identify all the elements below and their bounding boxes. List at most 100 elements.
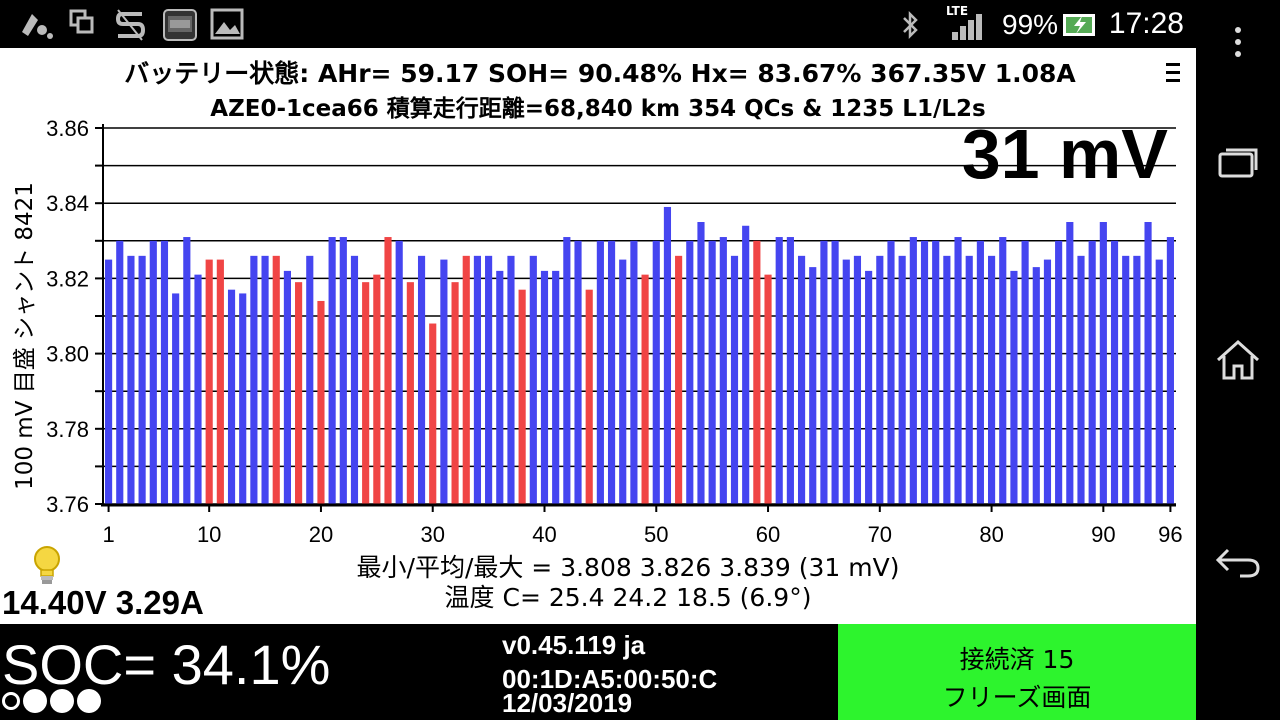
- cell-bar: [820, 240, 828, 505]
- cell-bar: [429, 323, 437, 504]
- cell-bar: [283, 270, 291, 504]
- cell-bar: [328, 237, 336, 505]
- temperature-stats: 温度 C= 25.4 24.2 18.5 (6.9°): [444, 583, 812, 612]
- y-tick-label: 3.82: [46, 266, 89, 291]
- cell-bar: [954, 237, 962, 505]
- scrollbar-app-icon: [115, 9, 146, 41]
- chart-title: 31 mV: [962, 115, 1169, 193]
- cell-bar: [574, 240, 582, 505]
- y-tick-label: 3.80: [46, 342, 89, 367]
- cell-bar: [797, 255, 806, 504]
- cell-bar: [350, 255, 359, 504]
- cell-bar: [116, 240, 124, 505]
- cell-bar: [1021, 240, 1029, 505]
- overflow-menu-icon[interactable]: [1164, 60, 1184, 84]
- back-icon[interactable]: [1210, 532, 1266, 588]
- cell-bar: [295, 282, 303, 504]
- voltage-stats: 最小/平均/最大 = 3.808 3.826 3.839 (31 mV): [356, 553, 900, 582]
- cell-bar: [272, 255, 280, 504]
- cell-bar: [1043, 259, 1052, 504]
- cell-bar: [831, 240, 839, 505]
- clock: 17:28: [1108, 7, 1184, 40]
- cell-bar: [518, 289, 526, 504]
- cell-bar: [663, 206, 672, 504]
- soc-dot: [77, 689, 101, 713]
- cell-bar: [909, 237, 917, 505]
- cell-bar: [339, 237, 347, 505]
- cell-bar: [965, 255, 973, 504]
- cell-bar: [697, 222, 705, 504]
- y-tick-labels: 3.86 3.84 3.82 3.80 3.78 3.76: [46, 116, 89, 517]
- cell-bar: [742, 225, 750, 504]
- cell-bar: [786, 237, 794, 505]
- cell-bar: [529, 255, 537, 504]
- navigation-bar: [1196, 0, 1280, 720]
- recent-apps-icon[interactable]: [1210, 136, 1266, 192]
- battery-status-line: バッテリー状態: AHr= 59.17 SOH= 90.48% Hx= 83.6…: [124, 59, 1076, 88]
- cell-bar: [172, 293, 180, 504]
- x-tick-label: 10: [197, 522, 221, 547]
- cell-bar: [417, 255, 426, 504]
- y-tick-label: 3.84: [46, 191, 89, 216]
- freeze-screen-label: フリーズ画面: [942, 683, 1092, 712]
- battery-charging-icon: [1063, 14, 1095, 36]
- cell-bar: [865, 270, 873, 504]
- cell-bar: [853, 255, 862, 504]
- y-axis-label: 100 mV 目盛 シャント 8421: [12, 182, 38, 490]
- cell-bar: [227, 289, 236, 504]
- cell-bar: [764, 274, 772, 504]
- cell-bar: [261, 255, 269, 504]
- cell-bar: [1032, 267, 1040, 504]
- x-tick-label: 50: [644, 522, 668, 547]
- cell-bar: [730, 255, 739, 504]
- x-tick-label: 1: [102, 522, 114, 547]
- cell-bar: [596, 240, 604, 505]
- soc-dot: [50, 689, 74, 713]
- cell-bar: [216, 259, 224, 504]
- cell-voltage-chart: 3.86 3.84 3.82 3.80 3.78 3.76 1 10 20 30 40 50 60 70…: [12, 115, 1183, 547]
- soc-indicator-dots: [2, 688, 101, 714]
- cell-bar: [887, 240, 895, 505]
- cell-bar: [563, 237, 571, 505]
- cell-bar: [652, 240, 660, 505]
- cell-bar: [999, 237, 1007, 505]
- cell-bar: [1066, 222, 1074, 504]
- home-icon[interactable]: [1210, 332, 1266, 388]
- network-type-label: LTE: [946, 4, 969, 18]
- chart-bars: [105, 206, 1174, 505]
- cell-bar: [607, 240, 616, 505]
- cell-bar: [1122, 255, 1130, 504]
- x-tick-label: 96: [1158, 522, 1182, 547]
- cell-bar: [641, 274, 649, 504]
- lightbulb-icon[interactable]: [30, 544, 64, 588]
- x-tick-label: 20: [309, 522, 333, 547]
- cell-bar: [485, 255, 493, 504]
- state-of-charge: SOC= 34.1%: [2, 633, 331, 696]
- cell-bar: [194, 274, 202, 504]
- x-tick-label: 90: [1091, 522, 1115, 547]
- overflow-menu-icon[interactable]: [1210, 14, 1266, 70]
- soc-dot: [2, 692, 20, 710]
- cell-bar: [1133, 255, 1141, 504]
- cell-bar: [306, 255, 314, 504]
- connection-status-label: 接続済 15: [959, 645, 1075, 674]
- cell-bar: [842, 259, 850, 504]
- cell-bar: [406, 282, 414, 504]
- cell-bar: [753, 240, 761, 505]
- cell-bar: [775, 237, 783, 505]
- cell-bar: [451, 282, 459, 504]
- cell-bar: [1055, 240, 1063, 505]
- cell-bar: [473, 255, 482, 504]
- cell-bar: [932, 240, 940, 505]
- aux-battery-voltage: 14.40V 3.29A: [2, 584, 204, 621]
- connection-status-button[interactable]: 接続済 15 フリーズ画面: [838, 624, 1196, 720]
- cell-bar: [250, 255, 258, 504]
- notification-icon: [22, 14, 53, 39]
- cell-bar: [675, 255, 683, 504]
- window-icon: [69, 9, 94, 34]
- y-tick-label: 3.76: [46, 492, 89, 517]
- vehicle-info-line: AZE0-1cea66 積算走行距離=68,840 km 354 QCs & 1…: [210, 96, 986, 122]
- battery-screen: バッテリー状態: AHr= 59.17 SOH= 90.48% Hx= 83.6…: [0, 48, 1196, 624]
- y-tick-label: 3.78: [46, 417, 89, 442]
- cell-bar: [160, 240, 169, 505]
